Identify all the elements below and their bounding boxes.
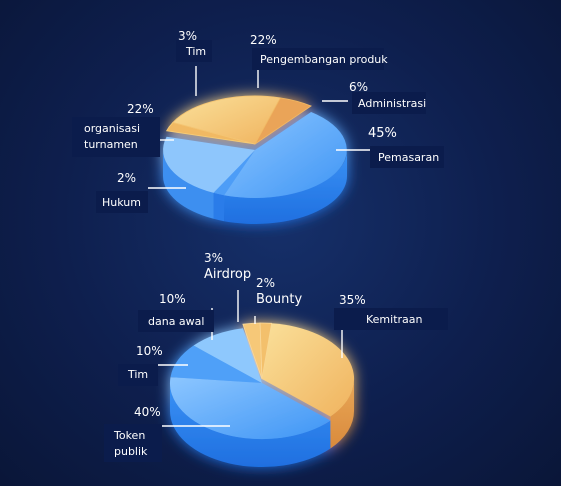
- pct-label: 6%: [349, 80, 368, 94]
- slice-side-hukum: [213, 192, 225, 222]
- pie-chart-1: 3% Tim 22% Pengembangan produk 6% Administras…: [72, 29, 444, 224]
- pct-label: 45%: [368, 126, 397, 141]
- callout-tim: 10% Tim: [118, 344, 188, 386]
- callout-pengembangan-produk: 22% Pengembangan produk: [250, 33, 388, 88]
- callout-organisasi-turnamen: 22% organisasi turnamen: [72, 102, 174, 157]
- callout-token-publik: 40% Token publik: [104, 405, 230, 462]
- slice-side-pemasaran: [224, 150, 347, 224]
- category-label: Tim: [127, 368, 148, 381]
- label-box: [370, 146, 444, 168]
- pct-label: 10%: [136, 344, 163, 358]
- callout-hukum: 2% Hukum: [96, 171, 186, 213]
- pct-label: 10%: [159, 292, 186, 306]
- label-box: [96, 191, 148, 213]
- pie-chart-2: 3% Airdrop 2% Bounty 35%Kemitraan 40% Token pub…: [104, 251, 448, 468]
- category-label: Pemasaran: [378, 151, 439, 164]
- pct-label: 22%: [250, 33, 277, 47]
- category-label: Administrasi: [358, 97, 426, 110]
- category-label: Kemitraan: [366, 313, 423, 326]
- callout-dana-awal: 10% dana awal: [138, 292, 214, 340]
- label-box: [334, 308, 448, 330]
- slice-side-organisasi-turnamen: [163, 150, 214, 219]
- category-label: Tim: [185, 45, 206, 58]
- label-box: [118, 364, 158, 386]
- slice-tim: [170, 345, 262, 383]
- pct-label: 40%: [134, 405, 161, 419]
- slice-kemitraan: [262, 323, 355, 417]
- label-box: [252, 48, 384, 70]
- callout-bounty: 2% Bounty: [254, 276, 302, 324]
- label-box: [352, 92, 426, 114]
- category-label: Pengembangan produk: [260, 53, 388, 66]
- callout-tim: 3% Tim: [176, 29, 212, 96]
- slice-dana-awal: [193, 328, 262, 383]
- pct-label: 35%: [339, 293, 366, 307]
- category-label: Hukum: [102, 196, 141, 209]
- slice-pengembangan-produk: [172, 95, 282, 145]
- pct-label: 2%: [117, 171, 136, 185]
- pct-label: 22%: [127, 102, 154, 116]
- category-label: Bounty: [256, 292, 302, 307]
- slice-administrasi: [254, 97, 312, 145]
- label-box: [138, 310, 214, 332]
- category-label: dana awal: [148, 315, 204, 328]
- callout-airdrop: 3% Airdrop: [204, 251, 251, 322]
- pct-label: 3%: [204, 251, 223, 265]
- slice-side-kemitraan: [330, 379, 355, 449]
- category-label: Airdrop: [204, 267, 251, 282]
- callout-kemitraan: 35%Kemitraan: [334, 293, 448, 358]
- category-label: publik: [114, 445, 148, 458]
- slice-token-publik: [169, 377, 331, 440]
- slice-side-token-publik: [169, 383, 331, 468]
- label-box: [72, 117, 160, 157]
- slice-bounty: [259, 322, 273, 380]
- label-box: [176, 40, 212, 62]
- category-label: organisasi: [84, 122, 140, 135]
- slice-pemasaran: [224, 112, 347, 198]
- callout-administrasi: 6% Administrasi: [322, 80, 426, 114]
- category-label: Token: [113, 429, 145, 442]
- slice-organisasi-turnamen: [163, 136, 255, 193]
- slice-hukum: [213, 150, 255, 196]
- pct-label: 3%: [178, 29, 197, 43]
- pct-label: 2%: [256, 276, 275, 290]
- callout-pemasaran: 45% Pemasaran: [336, 126, 444, 168]
- label-box: [104, 424, 162, 462]
- category-label: turnamen: [84, 138, 138, 151]
